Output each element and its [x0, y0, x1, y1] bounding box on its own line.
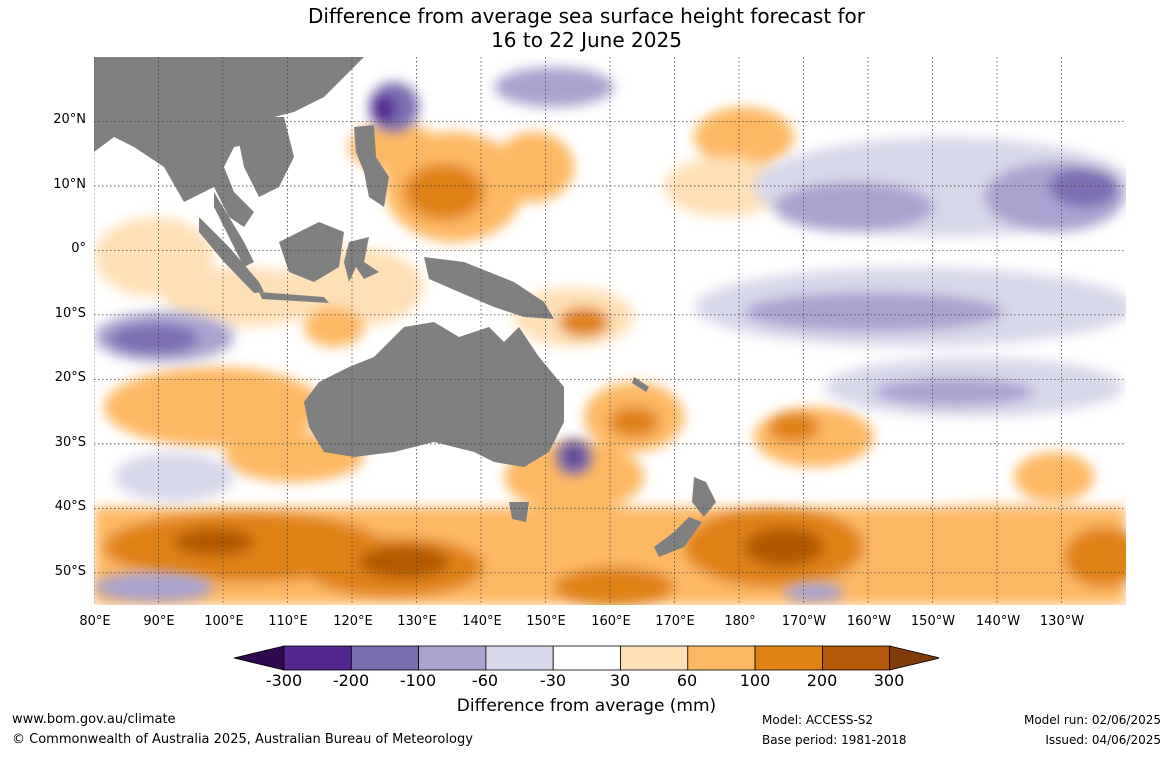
- lon-label-100e: 100°E: [204, 614, 244, 629]
- title-line-1: Difference from average sea surface heig…: [307, 4, 866, 28]
- land-masses: [94, 57, 716, 557]
- colorbar-label: Difference from average (mm): [456, 696, 717, 716]
- lon-label-130e: 130°E: [397, 614, 437, 629]
- negative-anomaly-regions: [94, 67, 1126, 602]
- title-line-2: 16 to 22 June 2025: [491, 28, 682, 52]
- lon-label-170w: 170°W: [781, 614, 827, 629]
- tasmania: [509, 502, 529, 522]
- lon-label-160e: 160°E: [591, 614, 631, 629]
- colorbar-extend-low: [234, 645, 285, 671]
- lat-label-30s: 30°S: [54, 435, 86, 450]
- lon-label-120e: 120°E: [333, 614, 373, 629]
- lat-label-10s: 10°S: [54, 306, 86, 321]
- lon-label-150e: 150°E: [526, 614, 566, 629]
- lon-label-170e: 170°E: [655, 614, 695, 629]
- gridlines: [94, 57, 1126, 605]
- lat-label-0: 0°: [71, 241, 86, 256]
- cbar-tick-m300: -300: [265, 671, 303, 690]
- cbar-tick-m60: -60: [471, 671, 499, 690]
- lon-label-140w: 140°W: [975, 614, 1021, 629]
- sea-surface-height-map: [94, 57, 1126, 605]
- lon-label-180: 180°: [724, 614, 756, 629]
- colorbar-segment: [552, 645, 621, 671]
- colorbar-extend-high: [889, 645, 939, 671]
- australia: [304, 322, 564, 467]
- cbar-tick-200: 200: [806, 671, 838, 690]
- indochina: [234, 117, 294, 197]
- cbar-tick-100: 100: [739, 671, 771, 690]
- lon-label-80e: 80°E: [79, 614, 111, 629]
- borneo: [279, 222, 344, 282]
- cbar-tick-60: 60: [676, 671, 698, 690]
- base-period: Base period: 1981-2018: [762, 733, 907, 747]
- colorbar-segment: [485, 645, 554, 671]
- new-caledonia: [632, 377, 649, 392]
- cbar-tick-m100: -100: [399, 671, 437, 690]
- sulawesi: [344, 237, 379, 282]
- lat-label-40s: 40°S: [54, 499, 86, 514]
- colorbar-segment: [687, 645, 756, 671]
- colorbar-segment: [822, 645, 891, 671]
- website-link[interactable]: www.bom.gov.au/climate: [12, 712, 176, 727]
- colorbar-segment: [620, 645, 689, 671]
- model-name: Model: ACCESS-S2: [762, 713, 874, 727]
- colorbar: [234, 645, 939, 671]
- philippines: [354, 125, 389, 207]
- new-zealand-north: [692, 477, 716, 517]
- lon-label-140e: 140°E: [462, 614, 502, 629]
- issued-date: Issued: 04/06/2025: [1045, 733, 1161, 747]
- colorbar-segment: [418, 645, 487, 671]
- colorbar-segment: [283, 645, 352, 671]
- lat-label-20s: 20°S: [54, 370, 86, 385]
- lon-label-160w: 160°W: [846, 614, 892, 629]
- colorbar-segment: [350, 645, 420, 671]
- lon-label-90e: 90°E: [143, 614, 175, 629]
- cbar-tick-m30: -30: [539, 671, 567, 690]
- new-guinea: [424, 257, 554, 319]
- cbar-tick-30: 30: [609, 671, 631, 690]
- lon-label-130w: 130°W: [1039, 614, 1085, 629]
- map-title: Difference from average sea surface heig…: [0, 4, 1173, 52]
- copyright-text: © Commonwealth of Australia 2025, Austra…: [12, 732, 473, 747]
- colorbar-segment: [754, 645, 823, 671]
- lon-label-110e: 110°E: [268, 614, 308, 629]
- lat-label-50s: 50°S: [54, 564, 86, 579]
- positive-anomaly-regions: [94, 107, 1126, 605]
- map-canvas: [94, 57, 1126, 605]
- lat-label-10n: 10°N: [53, 177, 86, 192]
- sumatra: [199, 217, 264, 293]
- new-zealand-south: [654, 517, 702, 557]
- malay-peninsula: [214, 192, 254, 267]
- cbar-tick-300: 300: [873, 671, 905, 690]
- model-run-date: Model run: 02/06/2025: [1023, 713, 1161, 727]
- cbar-tick-m200: -200: [332, 671, 370, 690]
- asia-mainland: [94, 57, 364, 227]
- lon-label-150w: 150°W: [910, 614, 956, 629]
- java: [259, 292, 329, 303]
- lat-label-20n: 20°N: [53, 112, 86, 127]
